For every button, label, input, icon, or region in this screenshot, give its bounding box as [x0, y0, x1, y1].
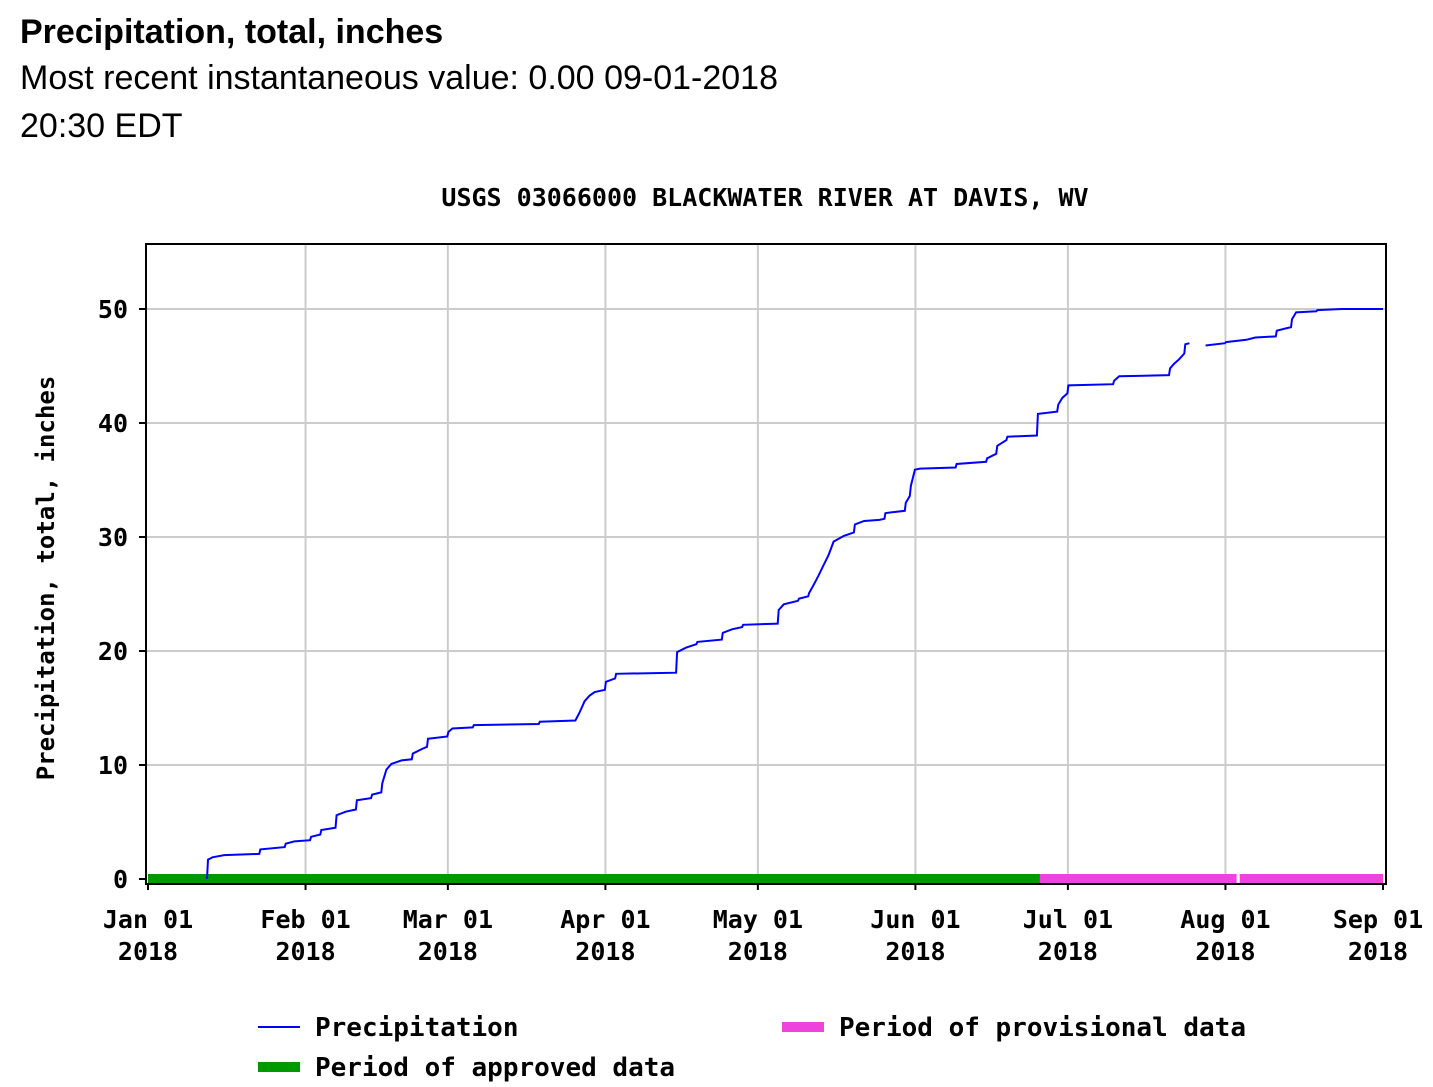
x-tick-label-month: May 01	[713, 905, 803, 934]
y-axis-ticks: 0 10 20 30 40 50	[98, 295, 146, 894]
chart-legend: Precipitation Period of approved data Peri…	[258, 1013, 1246, 1083]
y-tick-label: 10	[98, 751, 128, 780]
x-tick-label-month: Mar 01	[403, 905, 493, 934]
chart-title: USGS 03066000 BLACKWATER RIVER AT DAVIS,…	[441, 183, 1088, 212]
x-tick-label-month: Sep 01	[1333, 905, 1423, 934]
page-header: Precipitation, total, inches Most recent…	[20, 10, 840, 150]
chart-series	[206, 308, 1383, 880]
x-tick-label-month: Apr 01	[560, 905, 650, 934]
legend-label: Period of provisional data	[839, 1013, 1246, 1043]
x-tick-label-month: Feb 01	[260, 905, 350, 934]
x-axis-ticks: Jan 01 2018 Feb 01 2018 Mar 01 2018 Apr 01 2018…	[103, 884, 1423, 966]
x-tick-label-year: 2018	[1348, 937, 1408, 966]
x-tick-label-month: Jul 01	[1023, 905, 1113, 934]
legend-label: Precipitation	[315, 1013, 519, 1043]
provisional-period-bar	[1039, 874, 1237, 883]
y-axis-label: Precipitation, total, inches	[32, 376, 60, 781]
y-tick-label: 40	[98, 409, 128, 438]
legend-swatch-bar	[782, 1022, 824, 1032]
x-tick-label-month: Jun 01	[870, 905, 960, 934]
y-tick-label: 0	[113, 865, 128, 894]
legend-swatch-bar	[258, 1062, 300, 1072]
x-tick-label-year: 2018	[1038, 937, 1098, 966]
page-title: Precipitation, total, inches	[20, 13, 444, 51]
y-tick-label: 50	[98, 295, 128, 324]
precipitation-line	[1205, 308, 1383, 347]
recent-value-date: 09-01-2018	[604, 59, 778, 97]
x-tick-label-year: 2018	[885, 937, 945, 966]
recent-value: 0.00	[528, 59, 595, 97]
recent-value-line: Most recent instantaneous value: 0.00 09…	[20, 54, 820, 150]
data-period-bars	[148, 874, 1383, 883]
recent-value-time: 20:30 EDT	[20, 107, 183, 145]
y-tick-label: 20	[98, 637, 128, 666]
provisional-period-bar	[1239, 874, 1383, 883]
y-tick-label: 30	[98, 523, 128, 552]
recent-value-label: Most recent instantaneous value:	[20, 59, 519, 97]
legend-label: Period of approved data	[315, 1053, 675, 1083]
approved-period-bar	[148, 874, 1040, 883]
x-tick-label-year: 2018	[1195, 937, 1255, 966]
plot-frame	[145, 243, 1387, 885]
x-tick-label-year: 2018	[728, 937, 788, 966]
x-tick-label-month: Jan 01	[103, 905, 193, 934]
x-tick-label-year: 2018	[575, 937, 635, 966]
precipitation-line	[206, 342, 1190, 880]
x-tick-label-year: 2018	[275, 937, 335, 966]
x-tick-label-year: 2018	[418, 937, 478, 966]
x-tick-label-month: Aug 01	[1180, 905, 1270, 934]
x-tick-label-year: 2018	[118, 937, 178, 966]
chart-grid	[146, 244, 1386, 884]
